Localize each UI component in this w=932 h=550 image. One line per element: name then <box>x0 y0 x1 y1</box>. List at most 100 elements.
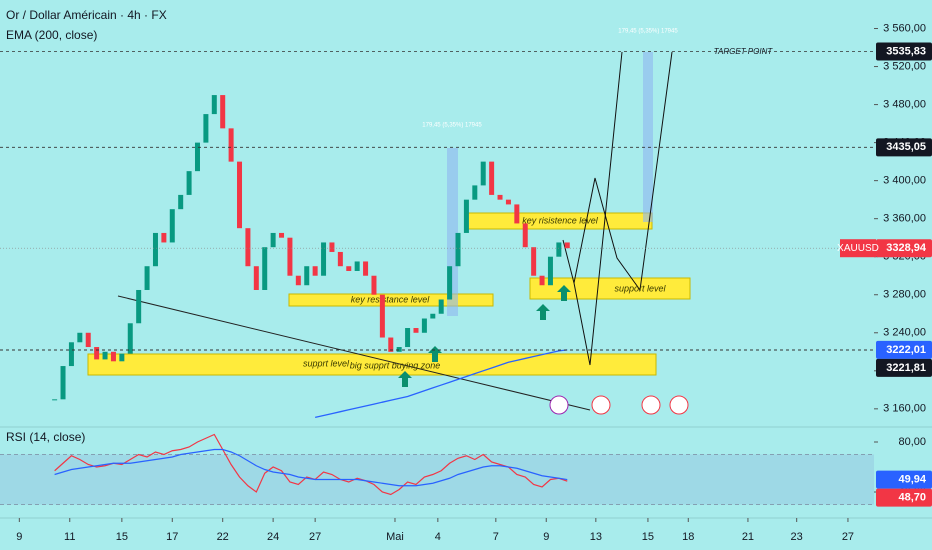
zone-label: big supprt buying zone <box>350 360 441 370</box>
measure-label: 179,45 (5,35%) 17945 <box>422 123 482 129</box>
candle <box>102 351 108 360</box>
candle <box>77 332 83 343</box>
price-label-box <box>876 239 932 258</box>
candle <box>463 199 469 233</box>
pane-title: RSI (14, close) <box>6 430 85 444</box>
candle <box>68 342 74 367</box>
trend-line <box>117 295 591 411</box>
zone-label: key resistance level <box>351 294 431 304</box>
candle <box>329 242 335 252</box>
candle <box>430 313 436 319</box>
up-arrow <box>398 371 412 387</box>
series-line <box>54 433 568 496</box>
x-tick-label: 27 <box>309 531 321 543</box>
rsi-band <box>0 454 874 505</box>
x-tick-label: 17 <box>166 531 178 543</box>
x-tick-label: 22 <box>217 531 229 543</box>
candle <box>110 351 116 362</box>
zone-label: support level <box>614 283 666 293</box>
y-tick-label: 80,00 <box>898 436 926 448</box>
candle <box>547 256 553 286</box>
candle <box>447 266 453 300</box>
candle <box>539 275 545 286</box>
x-tick-label: 18 <box>682 531 694 543</box>
x-tick-label: 11 <box>64 531 75 543</box>
y-tick-label: 3 400,00 <box>883 175 926 187</box>
candle <box>287 237 293 276</box>
candle <box>312 266 318 276</box>
candle <box>354 261 360 271</box>
candle <box>531 247 537 276</box>
price-label-box <box>876 138 932 157</box>
candle <box>186 171 192 195</box>
candle <box>262 247 268 290</box>
candle <box>379 294 385 338</box>
candle <box>178 194 184 210</box>
price-label: 3222,01 <box>886 344 926 356</box>
candle <box>169 209 175 243</box>
x-tick-label: 24 <box>267 531 279 543</box>
candle <box>270 232 276 248</box>
zone-label: key risistence level <box>522 215 599 225</box>
candle <box>421 318 427 333</box>
candle <box>237 161 243 229</box>
zone <box>529 277 691 300</box>
event-icon <box>669 395 689 415</box>
projection <box>573 51 623 366</box>
candle <box>94 347 100 360</box>
zone <box>87 353 657 376</box>
y-tick-label: 3 480,00 <box>883 98 926 110</box>
candle <box>136 289 142 324</box>
candle <box>564 242 570 249</box>
candle <box>396 347 402 352</box>
candle <box>346 266 352 271</box>
candle <box>321 242 327 276</box>
price-label: 49,94 <box>898 473 926 485</box>
candle <box>388 337 394 352</box>
event-icon <box>591 395 611 415</box>
candle <box>194 142 200 172</box>
y-tick-label: 3 240,00 <box>883 327 926 339</box>
event-icon <box>549 395 569 415</box>
candle <box>489 161 495 195</box>
x-tick-label: 9 <box>543 531 549 543</box>
arrows <box>398 285 571 387</box>
measure-box <box>447 148 458 316</box>
candle <box>472 185 478 200</box>
symbol-box <box>840 239 876 258</box>
event-icon <box>641 395 661 415</box>
x-tick-label: 7 <box>493 531 499 543</box>
candle <box>497 194 503 200</box>
up-arrow <box>557 285 571 301</box>
drawings: 179,45 (5,35%) 17945 179,45 (5,35%) 1794… <box>87 29 773 415</box>
x-tick-label: 9 <box>16 531 22 543</box>
candle <box>127 323 133 354</box>
x-tick-label: 27 <box>842 531 854 543</box>
candle <box>505 199 511 205</box>
candle <box>279 232 285 238</box>
x-tick-label: Mai <box>386 531 404 543</box>
up-arrow <box>536 304 550 320</box>
price-label: 3221,81 <box>886 362 926 374</box>
candle <box>60 366 66 400</box>
event-icons <box>549 395 689 415</box>
price-label-box <box>876 42 932 61</box>
candle <box>405 328 411 348</box>
candle <box>253 266 259 290</box>
measure-label: 179,45 (5,35%) 17945 <box>618 29 678 35</box>
candle <box>363 261 369 276</box>
series-line <box>315 349 568 419</box>
x-tick-label: 23 <box>791 531 803 543</box>
x-tick-label: 13 <box>590 531 602 543</box>
candle <box>161 232 167 243</box>
x-tick-label: 15 <box>116 531 128 543</box>
candle <box>144 266 150 290</box>
candle <box>438 299 444 314</box>
price-label: 3535,83 <box>886 45 926 57</box>
candle <box>480 161 486 186</box>
candle <box>85 332 91 348</box>
price-label-box <box>876 340 932 359</box>
candle <box>203 114 209 143</box>
